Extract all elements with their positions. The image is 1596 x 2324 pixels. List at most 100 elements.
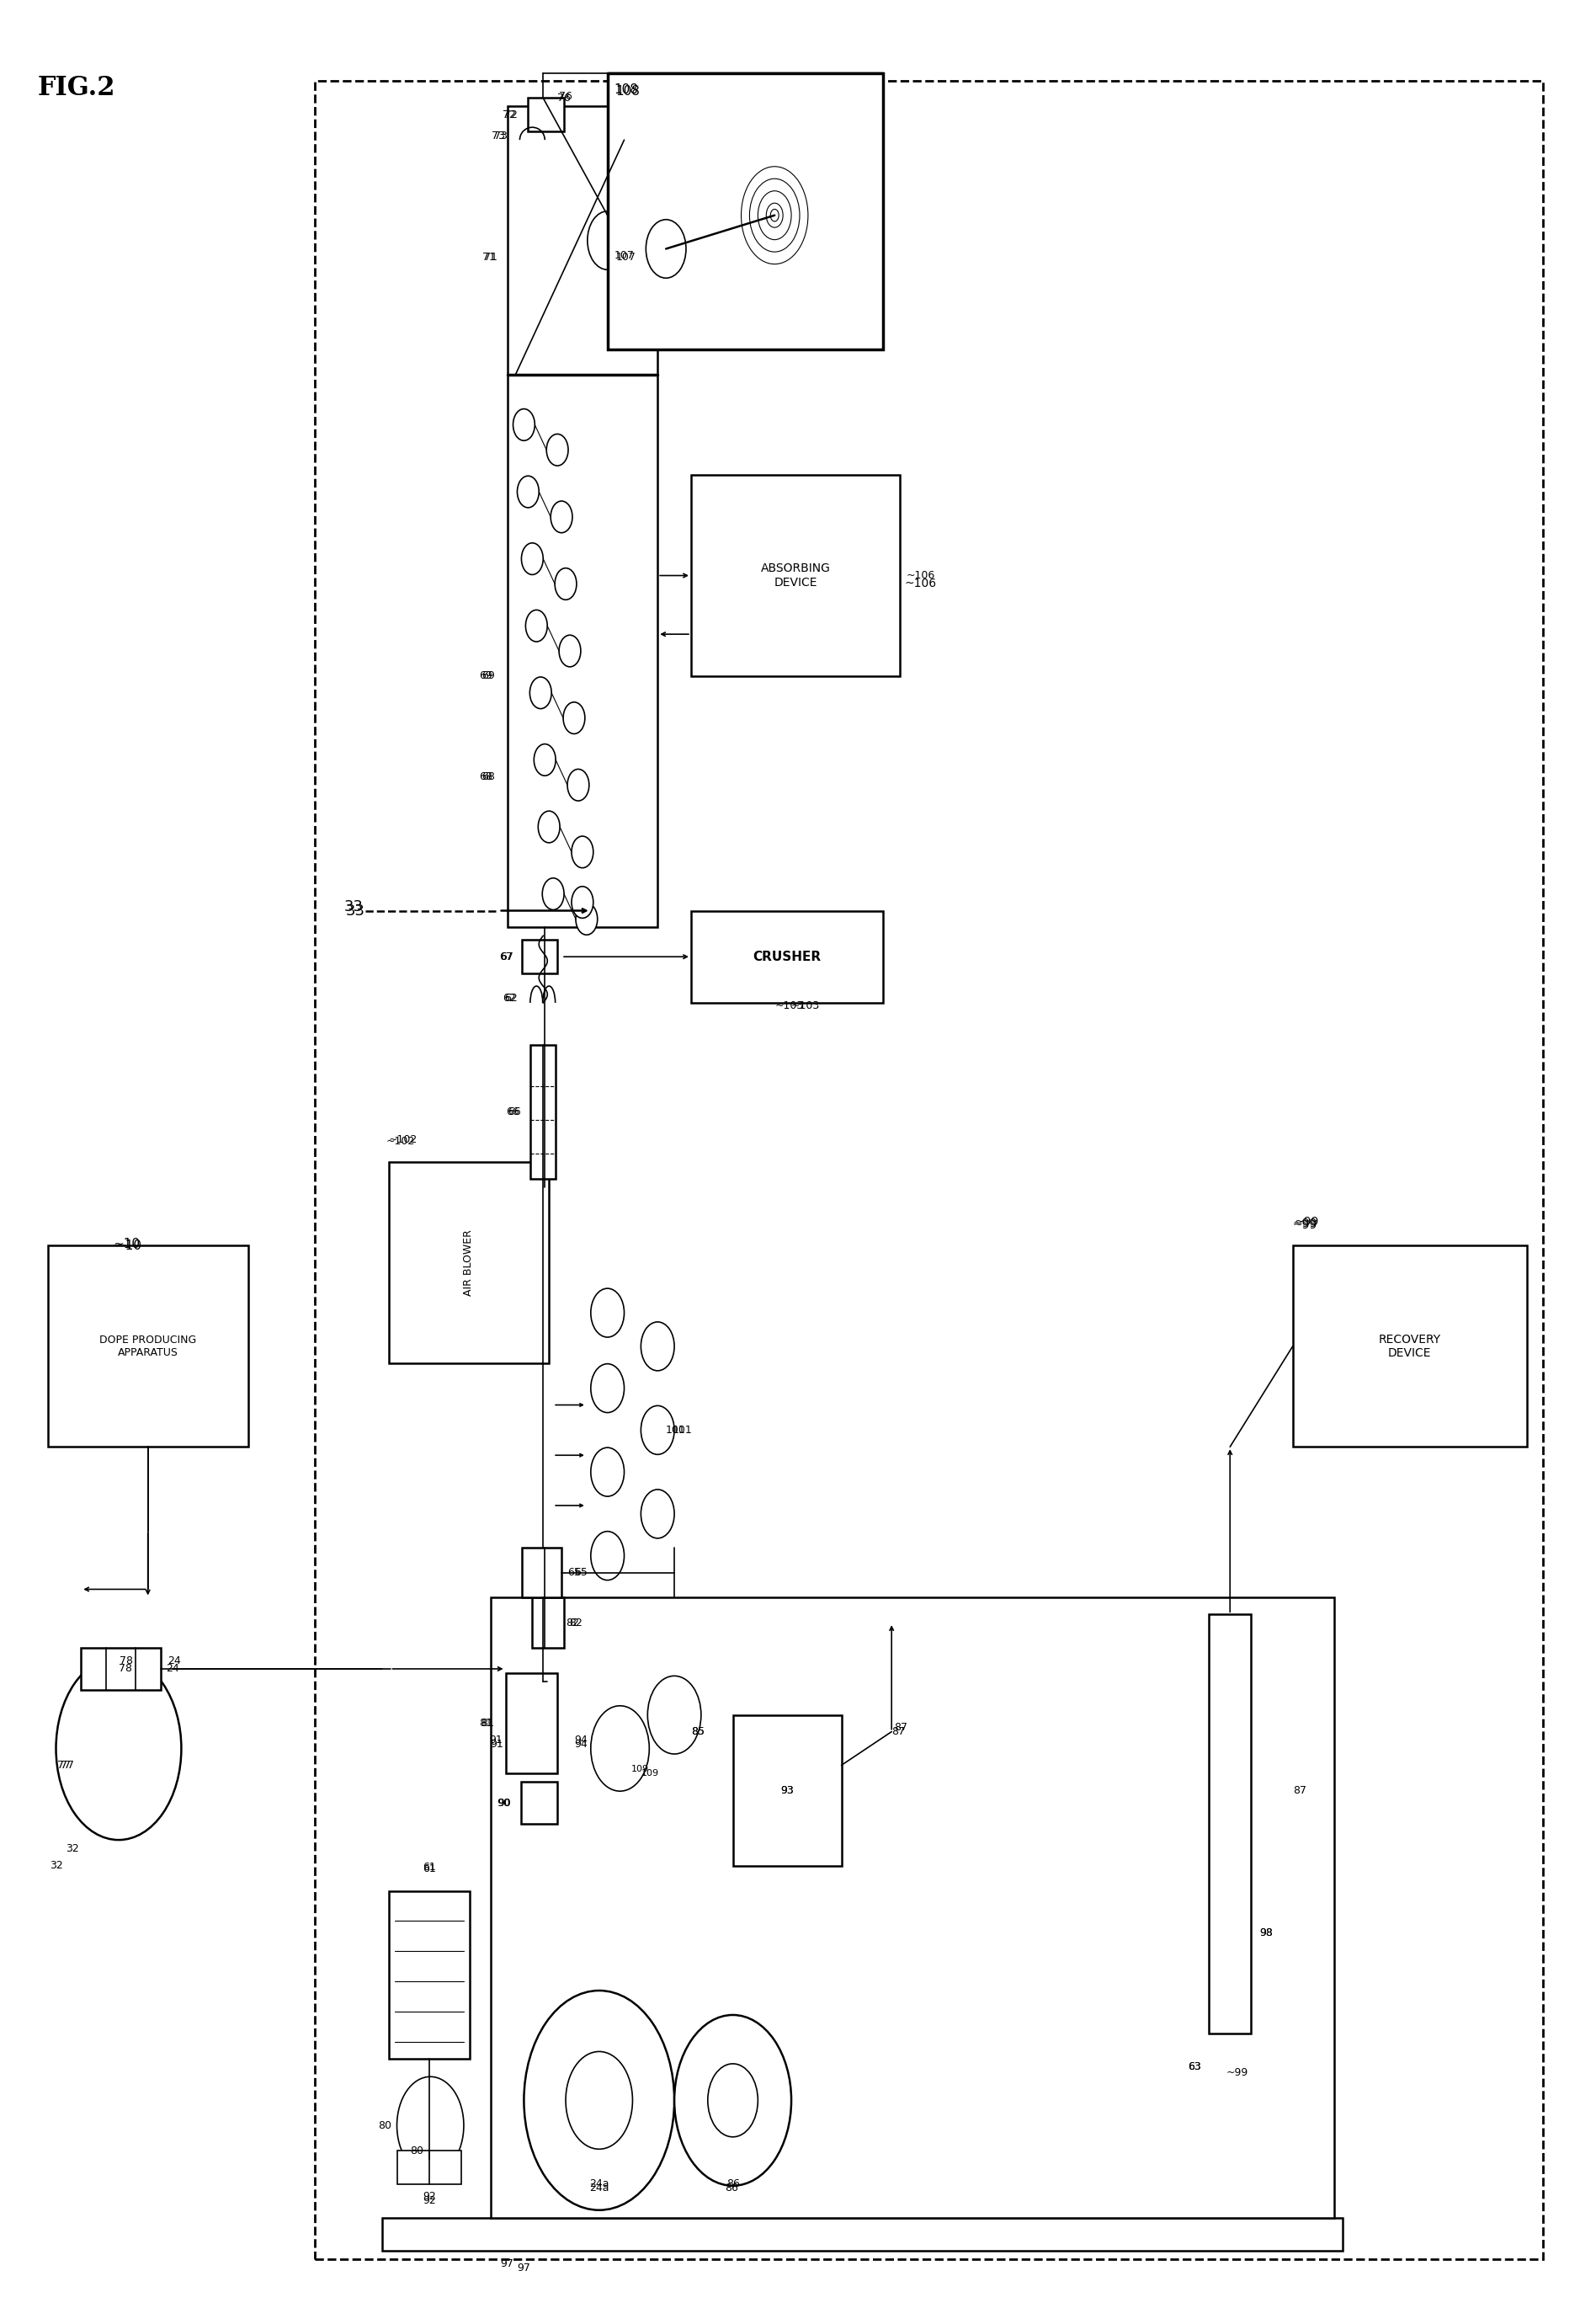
Text: 77: 77 bbox=[57, 1759, 72, 1771]
Text: 68: 68 bbox=[479, 772, 492, 783]
Circle shape bbox=[591, 1287, 624, 1336]
Text: 66: 66 bbox=[508, 1106, 520, 1118]
Text: 86: 86 bbox=[725, 2182, 737, 2194]
Text: 94: 94 bbox=[575, 1738, 587, 1750]
Text: ~99: ~99 bbox=[1293, 1218, 1317, 1232]
Text: 107: 107 bbox=[614, 251, 634, 260]
Text: 73: 73 bbox=[493, 130, 508, 142]
Text: ~99: ~99 bbox=[1293, 1218, 1317, 1229]
Text: 72: 72 bbox=[504, 109, 517, 121]
Circle shape bbox=[707, 2064, 758, 2136]
Text: 66: 66 bbox=[506, 1106, 519, 1118]
Text: 32: 32 bbox=[65, 1843, 80, 1855]
Bar bbox=[314, 81, 1543, 2259]
Text: 97: 97 bbox=[501, 2259, 514, 2268]
Text: 77: 77 bbox=[61, 1759, 75, 1771]
Text: 24a: 24a bbox=[589, 2178, 610, 2189]
Text: 108: 108 bbox=[616, 86, 640, 98]
Circle shape bbox=[571, 837, 594, 867]
Circle shape bbox=[538, 811, 560, 844]
Text: 61: 61 bbox=[423, 1864, 436, 1873]
Bar bbox=[522, 1548, 562, 1597]
Circle shape bbox=[591, 1532, 624, 1580]
Text: ~103: ~103 bbox=[776, 999, 804, 1011]
Circle shape bbox=[648, 1676, 701, 1755]
Circle shape bbox=[56, 1657, 182, 1841]
Text: 94: 94 bbox=[575, 1734, 587, 1745]
Bar bbox=[388, 1162, 549, 1364]
Circle shape bbox=[591, 1706, 650, 1792]
Bar bbox=[522, 939, 557, 974]
Text: 71: 71 bbox=[484, 251, 498, 263]
Circle shape bbox=[576, 904, 597, 934]
Text: 85: 85 bbox=[691, 1727, 704, 1736]
Text: 87: 87 bbox=[1293, 1785, 1306, 1796]
Circle shape bbox=[559, 634, 581, 667]
Circle shape bbox=[567, 769, 589, 802]
Text: FIG.2: FIG.2 bbox=[38, 74, 115, 102]
Circle shape bbox=[551, 502, 573, 532]
Bar bbox=[508, 107, 658, 927]
Circle shape bbox=[546, 435, 568, 465]
Text: AIR BLOWER: AIR BLOWER bbox=[463, 1229, 474, 1297]
Text: ABSORBING
DEVICE: ABSORBING DEVICE bbox=[761, 562, 830, 588]
Text: 82: 82 bbox=[565, 1618, 579, 1629]
Bar bbox=[530, 1046, 555, 1178]
Circle shape bbox=[587, 211, 627, 270]
Text: 87: 87 bbox=[894, 1722, 908, 1734]
Text: ~102: ~102 bbox=[388, 1134, 418, 1146]
Text: 68: 68 bbox=[482, 772, 495, 783]
Text: 73: 73 bbox=[492, 130, 504, 142]
Circle shape bbox=[522, 544, 543, 574]
Text: 33: 33 bbox=[346, 904, 365, 918]
Text: 81: 81 bbox=[480, 1717, 493, 1729]
Circle shape bbox=[646, 218, 686, 279]
Text: 108: 108 bbox=[614, 84, 638, 95]
Text: 24: 24 bbox=[168, 1655, 182, 1666]
Circle shape bbox=[563, 702, 584, 734]
Text: 101: 101 bbox=[666, 1425, 686, 1436]
Text: 109: 109 bbox=[630, 1766, 648, 1773]
Text: 101: 101 bbox=[672, 1425, 693, 1436]
Text: 69: 69 bbox=[479, 672, 492, 681]
Text: 63: 63 bbox=[1187, 2061, 1200, 2073]
Text: 98: 98 bbox=[1259, 1927, 1272, 1938]
Text: 78: 78 bbox=[118, 1664, 132, 1673]
Circle shape bbox=[591, 1448, 624, 1497]
Bar bbox=[691, 911, 883, 1004]
Bar bbox=[522, 1783, 557, 1824]
Text: 91: 91 bbox=[488, 1734, 503, 1745]
Text: ~103: ~103 bbox=[792, 999, 820, 1011]
Text: RECOVERY
DEVICE: RECOVERY DEVICE bbox=[1379, 1334, 1441, 1360]
Bar bbox=[608, 72, 883, 349]
Text: 92: 92 bbox=[423, 2196, 436, 2205]
Text: 24a: 24a bbox=[589, 2182, 610, 2194]
Bar bbox=[1293, 1246, 1527, 1448]
Text: 76: 76 bbox=[557, 93, 571, 105]
Text: 87: 87 bbox=[892, 1727, 905, 1736]
Text: 97: 97 bbox=[517, 2261, 530, 2273]
Text: 67: 67 bbox=[500, 951, 512, 962]
Circle shape bbox=[535, 744, 555, 776]
Text: 107: 107 bbox=[616, 251, 635, 263]
Circle shape bbox=[766, 202, 784, 228]
Text: 81: 81 bbox=[479, 1717, 492, 1729]
Bar bbox=[81, 1648, 161, 1690]
Text: 92: 92 bbox=[423, 2192, 436, 2203]
Circle shape bbox=[565, 2052, 632, 2150]
Text: 80: 80 bbox=[410, 2145, 423, 2157]
Bar bbox=[733, 1715, 841, 1866]
Bar bbox=[397, 2150, 461, 2185]
Text: ~99: ~99 bbox=[1226, 2066, 1248, 2078]
Text: 90: 90 bbox=[498, 1796, 511, 1808]
Text: 71: 71 bbox=[482, 251, 495, 263]
Text: 85: 85 bbox=[691, 1727, 704, 1736]
Text: ~106: ~106 bbox=[903, 579, 937, 590]
Text: 91: 91 bbox=[490, 1738, 503, 1750]
Text: ~10: ~10 bbox=[113, 1239, 140, 1250]
Circle shape bbox=[750, 179, 800, 251]
Text: ~106: ~106 bbox=[907, 569, 935, 581]
Text: 80: 80 bbox=[378, 2119, 393, 2131]
Circle shape bbox=[675, 2015, 792, 2185]
Circle shape bbox=[758, 191, 792, 239]
